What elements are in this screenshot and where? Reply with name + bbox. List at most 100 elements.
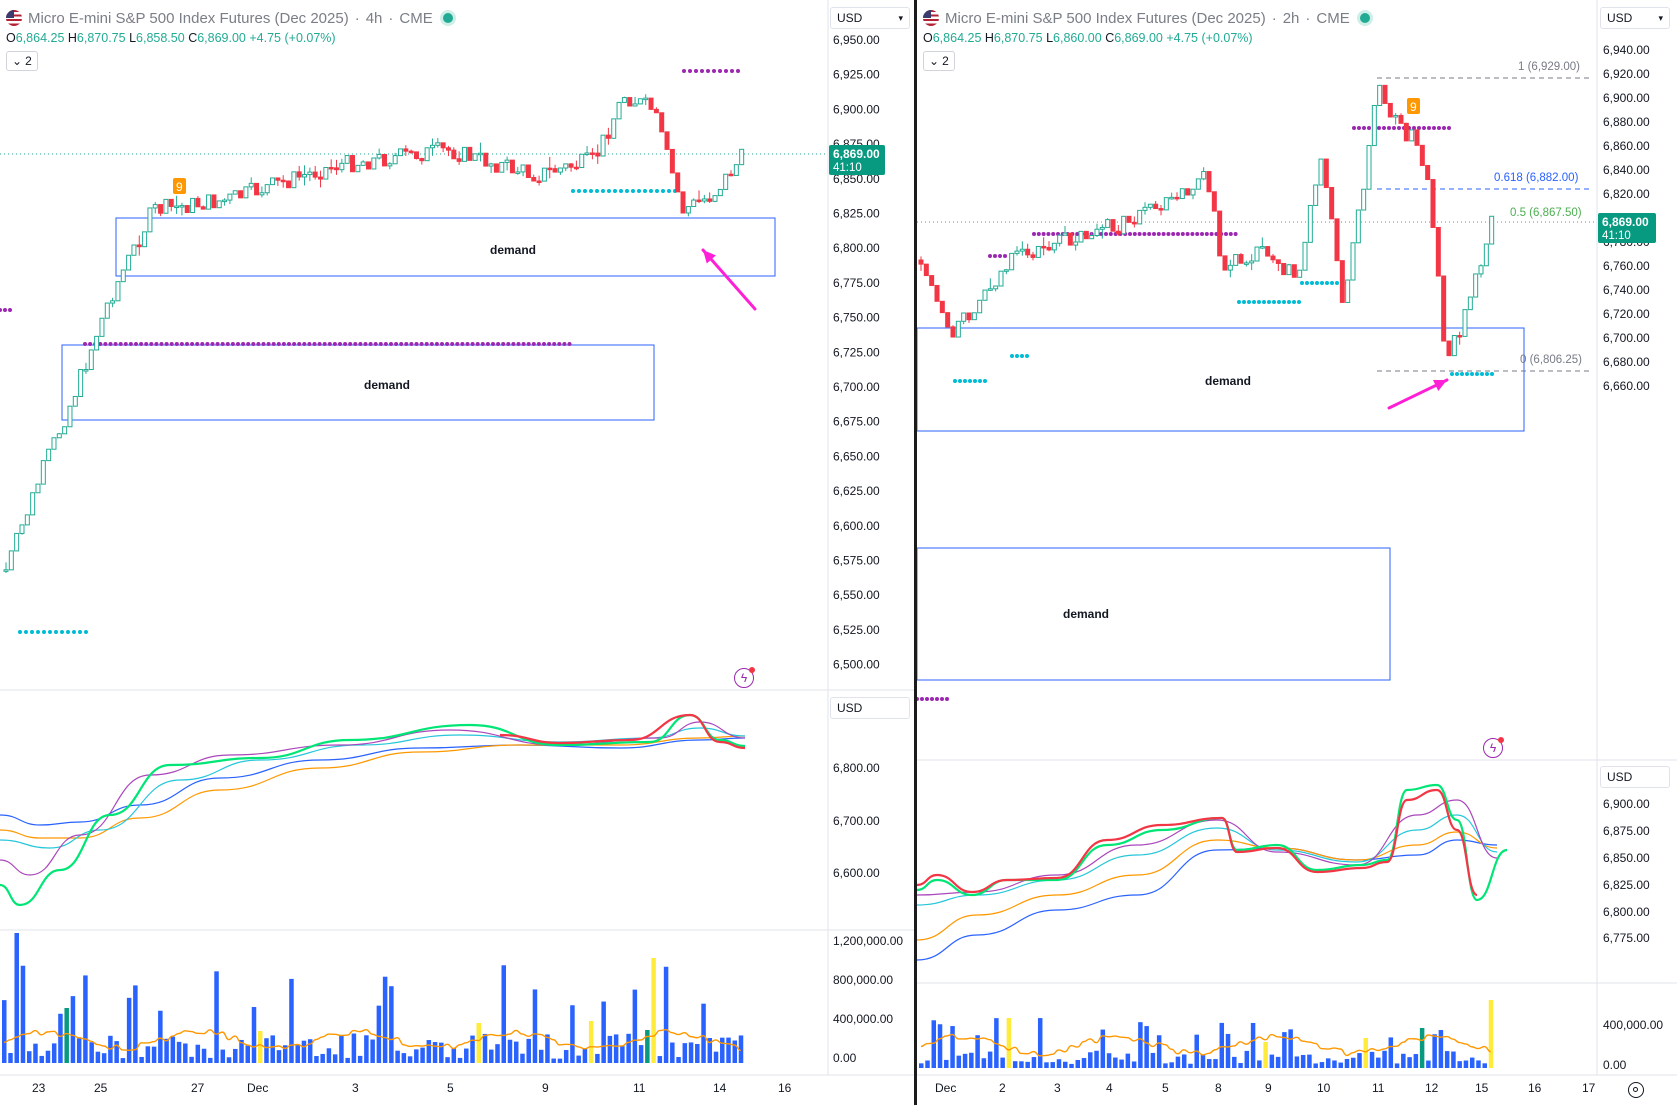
volume-bar — [201, 1048, 207, 1063]
volume-bar — [1269, 1054, 1275, 1068]
volume-bar — [39, 1055, 44, 1063]
volume-bar — [270, 1035, 275, 1063]
resistance-dot — [470, 342, 475, 346]
resistance-dot — [1209, 232, 1214, 236]
last-price-tag — [1598, 213, 1656, 243]
resistance-dot — [1075, 232, 1080, 236]
date-tick-label: 5 — [447, 1081, 454, 1095]
volume-tick-label: 1,200,000.00 — [833, 934, 903, 948]
candle-body — [1435, 226, 1441, 277]
price-tick-label: 6,775.00 — [833, 276, 880, 290]
candle-body — [728, 173, 734, 177]
right-indicators-toggle[interactable]: ⌄ 2 — [923, 51, 955, 71]
support-dot — [973, 379, 977, 383]
candle-body — [961, 312, 967, 322]
volume-bar — [176, 1041, 182, 1063]
resistance-dot — [419, 342, 424, 346]
lightning-alert-icon[interactable]: ϟ — [1483, 737, 1504, 758]
volume-bar — [457, 1057, 463, 1063]
resistance-dot — [200, 342, 205, 346]
candle-body — [525, 164, 531, 179]
left-symbol-header[interactable]: Micro E-mini S&P 500 Index Futures (Dec … — [6, 8, 453, 28]
lightning-alert-icon[interactable]: ϟ — [734, 667, 755, 688]
right-symbol-header[interactable]: Micro E-mini S&P 500 Index Futures (Dec … — [923, 8, 1370, 28]
ma-line-blue — [0, 737, 746, 826]
resistance-dot — [190, 342, 195, 346]
resistance-dot — [113, 342, 118, 346]
price-tick-label: 6,825.00 — [833, 207, 880, 221]
volume-bar — [1332, 1060, 1337, 1068]
candle-body — [993, 285, 999, 290]
resistance-dot — [169, 342, 174, 346]
candle-body — [1403, 122, 1409, 142]
price-tick-label: 6,680.00 — [1603, 355, 1650, 369]
volume-tick-label: 0.00 — [1603, 1058, 1627, 1072]
sub-tick-label: 6,900.00 — [1603, 797, 1650, 811]
volume-bar — [632, 989, 638, 1063]
volume-bar — [1488, 1000, 1494, 1068]
left-currency-select[interactable]: USD ▾ — [830, 7, 910, 29]
support-dot — [1252, 300, 1256, 304]
candle-body — [929, 275, 935, 286]
date-tick-label: 27 — [191, 1081, 205, 1095]
date-tick-label: 25 — [94, 1081, 108, 1095]
price-tick-label: 6,820.00 — [1603, 187, 1650, 201]
volume-bar — [1250, 1022, 1256, 1068]
support-dot — [1297, 300, 1301, 304]
support-dot — [1465, 372, 1469, 376]
candle-body — [254, 182, 260, 196]
volume-bar — [489, 1049, 494, 1063]
date-tick-label: 3 — [352, 1081, 359, 1095]
right-chart-canvas[interactable]: 6,940.00 6,920.00 6,900.00 6,880.00 6,860.00… — [917, 0, 1677, 1105]
candle-body — [739, 148, 745, 166]
resistance-dot — [718, 69, 722, 73]
volume-bar — [1263, 1042, 1268, 1068]
left-interval[interactable]: 4h — [365, 9, 383, 27]
market-open-icon — [442, 13, 453, 23]
resistance-dot — [993, 254, 997, 258]
pane-divider[interactable] — [914, 0, 918, 1105]
price-tick-label: 6,675.00 — [833, 415, 880, 429]
candle-body — [637, 98, 643, 105]
volume-bar — [282, 1045, 288, 1063]
volume-bar — [551, 1058, 556, 1063]
left-indicators-toggle[interactable]: ⌄ 2 — [6, 51, 38, 71]
candle-body — [611, 118, 617, 139]
volume-bar — [588, 1021, 594, 1063]
candle-body — [126, 254, 132, 271]
left-chart-canvas[interactable]: 6,950.006,925.006,900.006,875.006,850.00… — [0, 0, 917, 1105]
right-sub-currency-label[interactable]: USD — [1600, 766, 1670, 788]
candle-body — [216, 200, 222, 209]
volume-bar — [76, 1038, 82, 1063]
volume-bar — [944, 1059, 949, 1068]
sub-tick-label: 6,825.00 — [1603, 878, 1650, 892]
left-symbol-title[interactable]: Micro E-mini S&P 500 Index Futures (Dec … — [28, 9, 349, 27]
resistance-dot — [123, 342, 128, 346]
left-sub-currency-label[interactable]: USD — [830, 697, 910, 719]
resistance-dot — [281, 342, 286, 346]
price-tick-label: 6,760.00 — [1603, 259, 1650, 273]
resistance-dot — [1161, 232, 1166, 236]
right-interval[interactable]: 2h — [1282, 9, 1300, 27]
resistance-dot — [1432, 126, 1436, 130]
support-dot — [661, 189, 665, 193]
price-tick-label: 6,550.00 — [833, 588, 880, 602]
volume-bar — [401, 1053, 407, 1063]
volume-bar — [613, 1034, 619, 1063]
right-currency-select[interactable]: USD ▾ — [1600, 7, 1670, 29]
volume-bar — [233, 1048, 238, 1063]
candle-body — [1371, 104, 1377, 147]
left-chart-pane[interactable]: 6,950.00 6,925.00 6,900.00 6,875.00 6,850.00… — [0, 0, 917, 1105]
right-chart-pane[interactable]: 6,940.00 6,920.00 6,900.00 6,880.00 6,860.00… — [917, 0, 1677, 1105]
resistance-dot — [220, 342, 225, 346]
support-dot — [24, 630, 28, 634]
settings-gear-icon[interactable] — [1628, 1082, 1644, 1098]
fib-label-0: 0 (6,806.25) — [1520, 354, 1582, 366]
resistance-dot — [935, 697, 939, 701]
resistance-dot — [1392, 126, 1396, 130]
right-symbol-title[interactable]: Micro E-mini S&P 500 Index Futures (Dec … — [945, 9, 1266, 27]
volume-bar — [158, 1010, 163, 1063]
resistance-dot — [159, 342, 164, 346]
us-flag-icon — [6, 10, 22, 26]
volume-bar — [26, 1051, 32, 1063]
